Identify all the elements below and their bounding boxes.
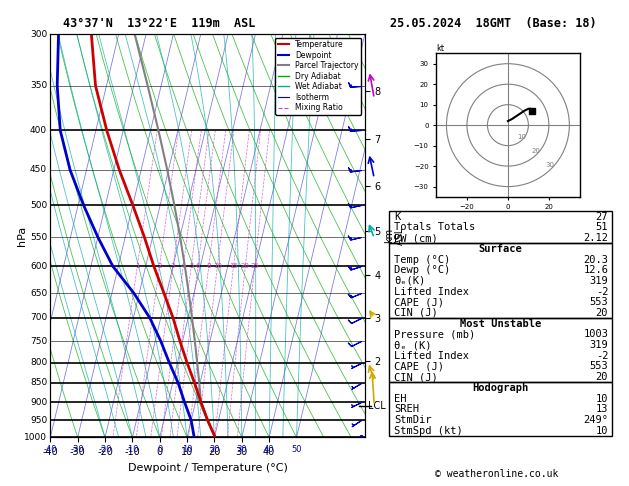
Text: 20: 20: [596, 308, 608, 318]
Text: 800: 800: [30, 358, 47, 367]
Text: PW (cm): PW (cm): [394, 233, 438, 243]
Text: 0: 0: [157, 446, 162, 454]
Text: 4: 4: [181, 263, 186, 269]
Text: 319: 319: [589, 340, 608, 350]
Text: 15: 15: [229, 263, 238, 269]
Text: -20: -20: [98, 446, 112, 454]
Text: 10: 10: [517, 134, 526, 140]
Text: 30: 30: [545, 162, 554, 168]
Text: 10: 10: [213, 263, 222, 269]
Text: 450: 450: [30, 165, 47, 174]
Text: 6: 6: [196, 263, 200, 269]
Text: Dewp (°C): Dewp (°C): [394, 265, 450, 275]
Text: kt: kt: [437, 44, 444, 53]
Text: 20: 20: [596, 372, 608, 382]
Text: 5: 5: [189, 263, 194, 269]
Text: 900: 900: [30, 398, 47, 407]
Text: 553: 553: [589, 297, 608, 307]
Text: LCL: LCL: [368, 400, 386, 411]
Text: -2: -2: [596, 351, 608, 361]
Text: 350: 350: [30, 81, 47, 90]
Text: 2.12: 2.12: [583, 233, 608, 243]
Text: SREH: SREH: [394, 404, 419, 414]
Text: -10: -10: [126, 446, 139, 454]
Text: θₑ (K): θₑ (K): [394, 340, 431, 350]
Y-axis label: km
ASL: km ASL: [384, 226, 405, 245]
Text: 20: 20: [532, 148, 540, 154]
Legend: Temperature, Dewpoint, Parcel Trajectory, Dry Adiabat, Wet Adiabat, Isotherm, Mi: Temperature, Dewpoint, Parcel Trajectory…: [276, 38, 361, 115]
Text: K: K: [394, 212, 400, 222]
Text: 51: 51: [596, 223, 608, 232]
Text: 700: 700: [30, 313, 47, 322]
Text: StmSpd (kt): StmSpd (kt): [394, 426, 462, 435]
Text: Totals Totals: Totals Totals: [394, 223, 475, 232]
Text: 10: 10: [596, 394, 608, 403]
Text: Temp (°C): Temp (°C): [394, 255, 450, 264]
Text: Hodograph: Hodograph: [472, 383, 528, 393]
Text: 400: 400: [30, 126, 47, 135]
Text: 3: 3: [171, 263, 175, 269]
Text: 1: 1: [135, 263, 140, 269]
Text: -2: -2: [596, 287, 608, 296]
Text: 600: 600: [30, 262, 47, 271]
Text: -30: -30: [71, 446, 84, 454]
Text: 1003: 1003: [583, 330, 608, 339]
Text: Lifted Index: Lifted Index: [394, 287, 469, 296]
Text: Pressure (mb): Pressure (mb): [394, 330, 475, 339]
Text: 500: 500: [30, 201, 47, 209]
Text: 50: 50: [291, 446, 302, 454]
Text: 10: 10: [182, 446, 192, 454]
Text: 25.05.2024  18GMT  (Base: 18): 25.05.2024 18GMT (Base: 18): [390, 17, 596, 30]
Text: 12.6: 12.6: [583, 265, 608, 275]
Text: 20.3: 20.3: [583, 255, 608, 264]
Text: 30: 30: [237, 446, 247, 454]
Text: 319: 319: [589, 276, 608, 286]
X-axis label: Dewpoint / Temperature (°C): Dewpoint / Temperature (°C): [128, 463, 287, 473]
Text: 2: 2: [157, 263, 162, 269]
Text: 553: 553: [589, 362, 608, 371]
Text: © weatheronline.co.uk: © weatheronline.co.uk: [435, 469, 559, 479]
Text: 25: 25: [250, 263, 259, 269]
Text: CIN (J): CIN (J): [394, 372, 438, 382]
Text: -40: -40: [43, 446, 57, 454]
Text: 20: 20: [241, 263, 250, 269]
Text: θₑ(K): θₑ(K): [394, 276, 425, 286]
Text: Lifted Index: Lifted Index: [394, 351, 469, 361]
Text: 13: 13: [596, 404, 608, 414]
Text: 650: 650: [30, 289, 47, 297]
Text: 40: 40: [264, 446, 274, 454]
Text: 1000: 1000: [24, 433, 47, 442]
Text: CAPE (J): CAPE (J): [394, 362, 443, 371]
Text: 550: 550: [30, 233, 47, 242]
Text: 8: 8: [206, 263, 211, 269]
Text: hPa: hPa: [17, 226, 27, 246]
Text: 300: 300: [30, 30, 47, 38]
Text: CIN (J): CIN (J): [394, 308, 438, 318]
Text: 950: 950: [30, 416, 47, 425]
Text: EH: EH: [394, 394, 406, 403]
Text: Surface: Surface: [479, 244, 522, 254]
Text: 43°37'N  13°22'E  119m  ASL: 43°37'N 13°22'E 119m ASL: [63, 17, 255, 30]
Text: Most Unstable: Most Unstable: [460, 319, 541, 329]
Text: StmDir: StmDir: [394, 415, 431, 425]
Text: 249°: 249°: [583, 415, 608, 425]
Text: 850: 850: [30, 379, 47, 387]
Text: 20: 20: [209, 446, 220, 454]
Text: 10: 10: [596, 426, 608, 435]
Text: 750: 750: [30, 336, 47, 346]
Text: 27: 27: [596, 212, 608, 222]
Text: CAPE (J): CAPE (J): [394, 297, 443, 307]
